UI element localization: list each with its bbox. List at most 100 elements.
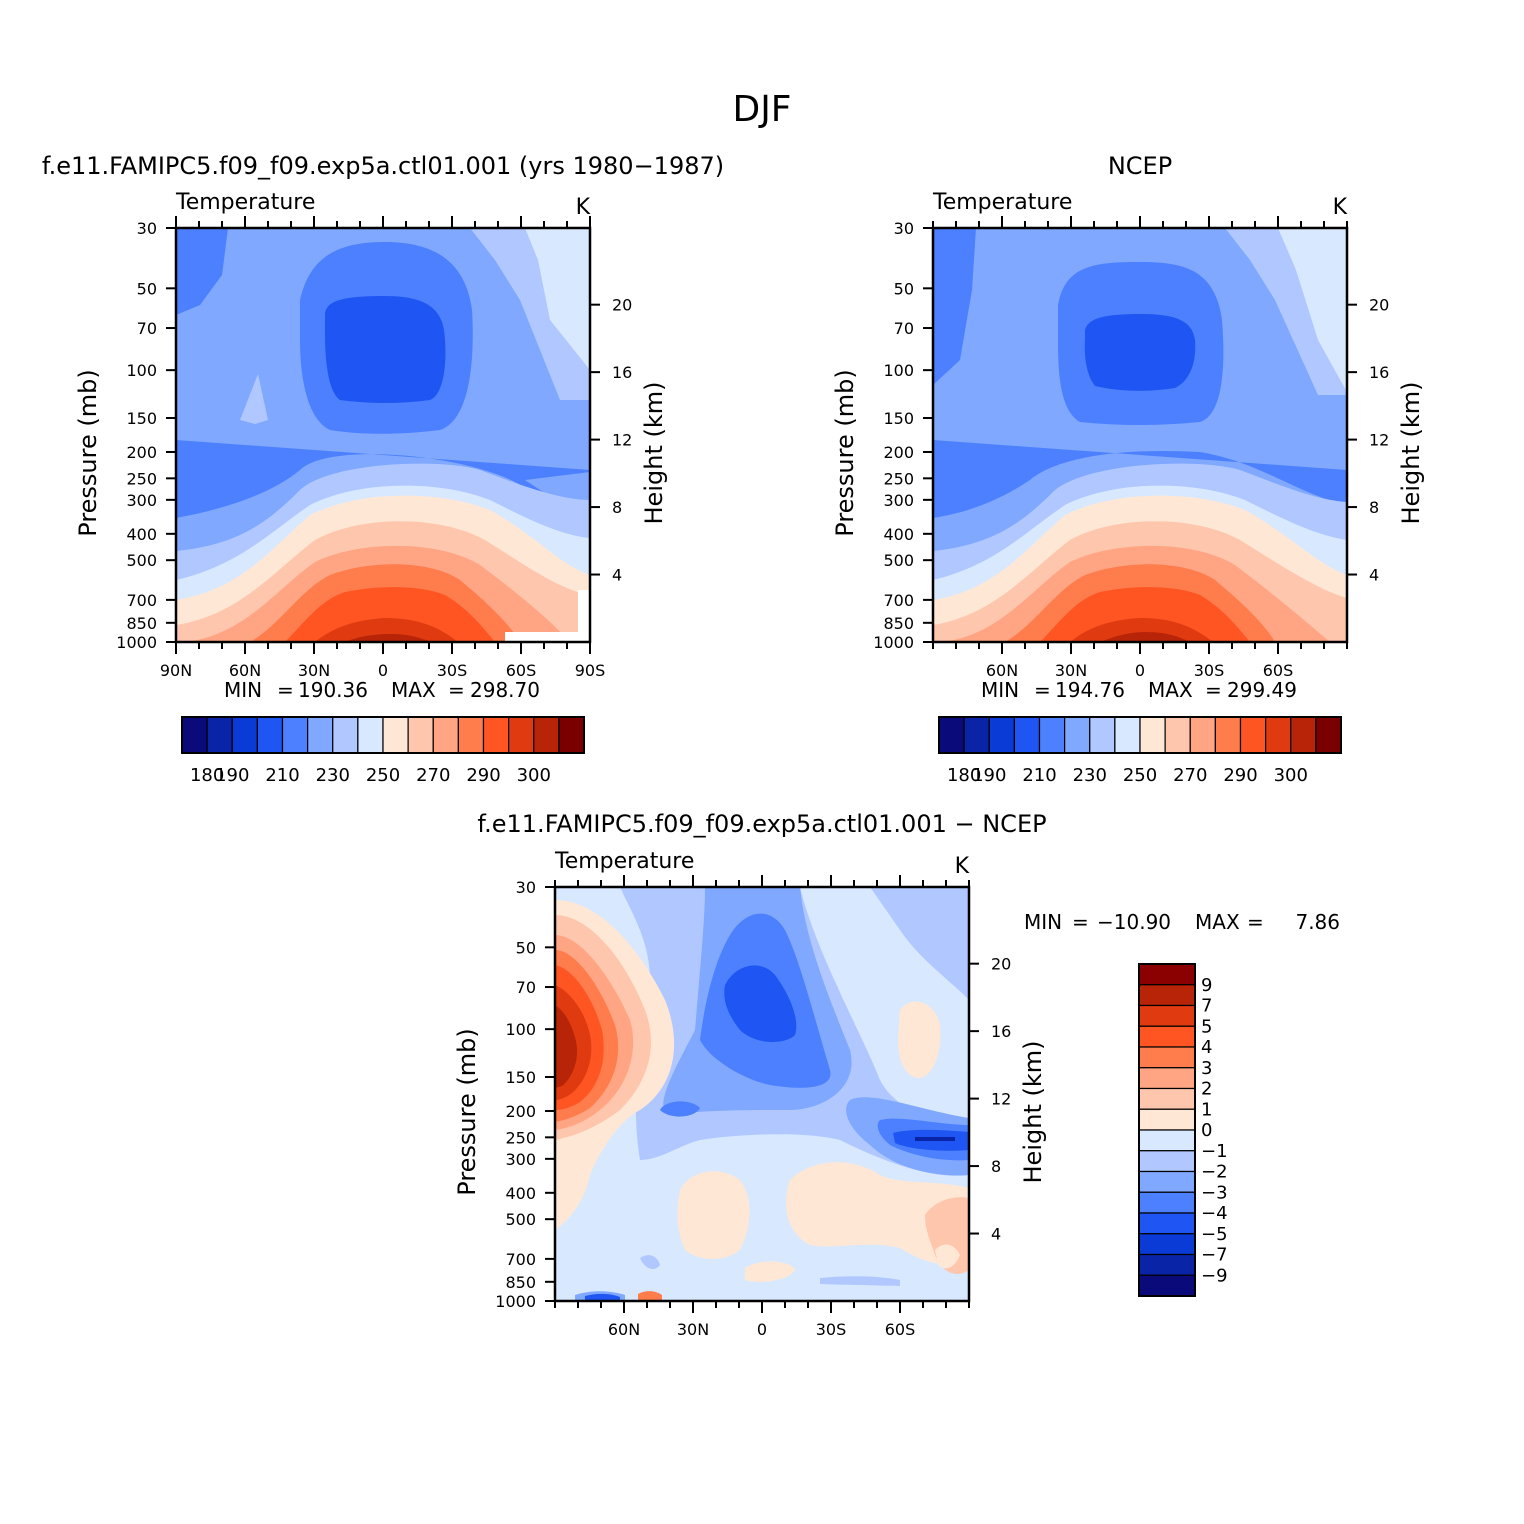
colorbar-swatch	[533, 716, 560, 754]
height-tick-label: 12	[1369, 431, 1389, 450]
colorbar-swatch	[1064, 716, 1091, 754]
contour-fill-surface-cool-strip	[820, 1276, 900, 1286]
colorbar-swatch	[1138, 1191, 1196, 1214]
panel-model-equals-min: =	[277, 678, 294, 702]
contour-fill-north-pole-blue	[933, 228, 976, 385]
y-tick-label: 30	[894, 219, 914, 238]
colorbar-label: 210	[265, 765, 299, 786]
colorbar-label: −7	[1201, 1245, 1228, 1266]
y-tick-label: 1000	[495, 1292, 536, 1311]
height-tick-label: 16	[1369, 363, 1389, 382]
colorbar-swatch	[1138, 1170, 1196, 1193]
colorbar-label: 290	[1223, 765, 1257, 786]
colorbar-label: 300	[517, 765, 551, 786]
contour-fill-surface-warm-patch	[638, 1291, 662, 1301]
colorbar-label: 230	[1073, 765, 1107, 786]
colorbar-swatch	[1138, 963, 1196, 986]
y-axis-title: Pressure (mb)	[831, 369, 859, 536]
contour-fill-lightest-blue-pole	[525, 228, 590, 370]
panel-difference-contour-field	[555, 887, 969, 1301]
contour-fill-antarctic-warm-edge	[935, 1244, 960, 1269]
y-tick-label: 250	[883, 469, 914, 488]
height-tick-label: 8	[1369, 498, 1379, 517]
contour-fill-band-ff5522	[285, 587, 495, 642]
y-tick-label: 1000	[873, 633, 914, 652]
colorbar-swatch	[206, 716, 233, 754]
panel-model-max-value: 298.70	[470, 678, 540, 702]
colorbar-swatch	[1038, 716, 1066, 754]
colorbar-label: −3	[1201, 1182, 1228, 1203]
height-axis-title: Height (km)	[1397, 382, 1425, 525]
y-tick-label: 100	[126, 361, 157, 380]
colorbar-label: −5	[1201, 1224, 1228, 1245]
contour-fill-pale-blue-sliver	[240, 374, 268, 424]
x-tick-label: 60S	[885, 1320, 916, 1339]
contour-fill-south-lower-warm	[786, 1162, 969, 1265]
colorbar-swatch	[1138, 984, 1196, 1007]
height-tick-label: 20	[1369, 296, 1389, 315]
height-tick-label: 4	[1369, 566, 1379, 585]
contour-fill-lightest-blue-pole	[1278, 228, 1347, 392]
colorbar-swatch	[1138, 1253, 1196, 1276]
contour-fill-south-upper-warm	[898, 1001, 941, 1078]
colorbar-label: 7	[1201, 996, 1212, 1017]
colorbar-label: 290	[466, 765, 500, 786]
panel-model-axes: 305070100150200250300400500700850100090N…	[74, 216, 668, 680]
colorbar-swatch	[938, 716, 965, 754]
y-tick-label: 400	[883, 525, 914, 544]
panel-ncep-units-label: K	[1333, 195, 1348, 220]
y-tick-label: 300	[126, 491, 157, 510]
colorbar-swatch	[1138, 1025, 1196, 1048]
colorbar-swatch	[382, 716, 409, 754]
colorbar-swatch	[1239, 716, 1267, 754]
x-tick-label: 60N	[229, 661, 261, 680]
colorbar-label: 2	[1201, 1079, 1212, 1100]
y-tick-label: 500	[126, 551, 157, 570]
height-tick-label: 12	[991, 1090, 1011, 1109]
panel-ncep-max-value: 299.49	[1227, 678, 1297, 702]
panel-difference-units-label: K	[955, 854, 970, 879]
panel-difference-min-value: −10.90	[1097, 910, 1171, 934]
panel-ncep-max-label: MAX	[1148, 678, 1193, 702]
colorbar-swatch	[1138, 1233, 1196, 1256]
x-tick-label: 30N	[677, 1320, 709, 1339]
contour-fill-equatorial-low-warm	[745, 1261, 795, 1282]
y-tick-label: 150	[883, 409, 914, 428]
x-tick-label: 30S	[1194, 661, 1225, 680]
colorbar-frame	[938, 716, 1342, 754]
colorbar-label: 1	[1201, 1099, 1212, 1120]
colorbar-swatch	[1138, 1150, 1196, 1173]
panel-difference-min-label: MIN	[1024, 910, 1062, 934]
y-tick-label: 50	[137, 279, 157, 298]
colorbar-swatch	[1138, 1087, 1196, 1110]
colorbar-label: 190	[215, 765, 249, 786]
panel-ncep-contour-field	[933, 228, 1347, 642]
colorbar-frame	[1138, 963, 1196, 1297]
colorbar-label: 190	[972, 765, 1006, 786]
y-tick-label: 30	[137, 219, 157, 238]
height-tick-label: 8	[991, 1157, 1001, 1176]
height-axis-title: Height (km)	[1019, 1041, 1047, 1184]
panel-ncep: NCEP Temperature K 305070100150200250300…	[831, 152, 1425, 786]
colorbar-swatch	[1164, 716, 1191, 754]
colorbar-label: 270	[1173, 765, 1207, 786]
colorbar-label: 250	[1123, 765, 1157, 786]
x-tick-label: 60N	[608, 1320, 640, 1339]
y-tick-label: 700	[505, 1250, 536, 1269]
y-axis-title: Pressure (mb)	[74, 369, 102, 536]
colorbar-swatch	[482, 716, 510, 754]
colorbar-swatch	[457, 716, 485, 754]
panel-difference-equals-max: =	[1247, 910, 1264, 934]
y-tick-label: 500	[505, 1210, 536, 1229]
height-tick-label: 4	[991, 1225, 1001, 1244]
x-tick-label: 30S	[816, 1320, 847, 1339]
colorbar-label: 230	[316, 765, 350, 786]
contour-fill-tropical-tropopause-core	[1084, 314, 1196, 391]
colorbar-label: 210	[1022, 765, 1056, 786]
y-tick-label: 400	[505, 1184, 536, 1203]
colorbar-frame	[181, 716, 585, 754]
panel-ncep-min-value: 194.76	[1055, 678, 1125, 702]
